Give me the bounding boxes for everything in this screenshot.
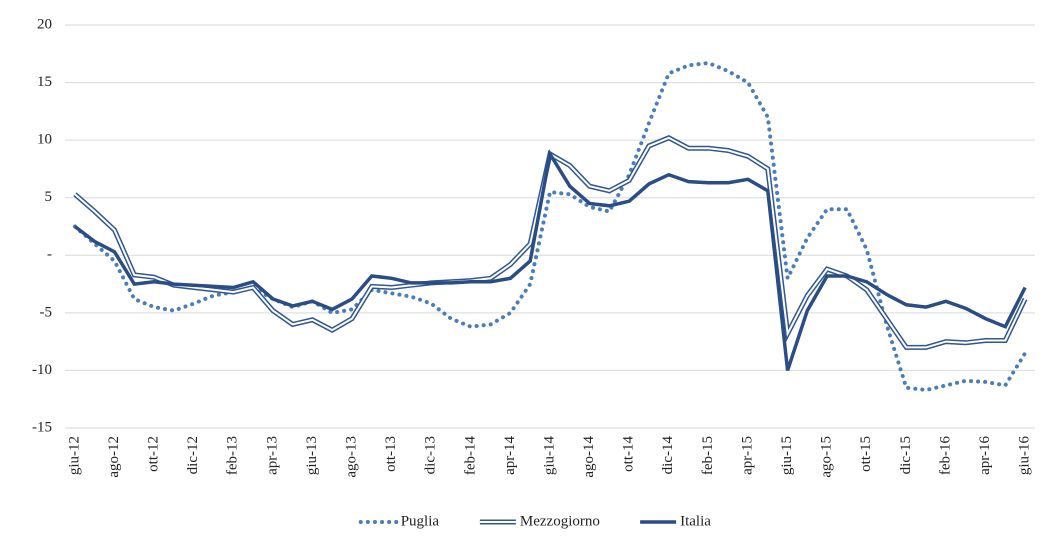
x-tick-label: apr-14 [502,436,518,475]
x-tick-label: ott-12 [146,436,162,472]
x-tick-label: ago-12 [106,436,122,478]
x-tick-label: ott-14 [621,436,637,472]
x-tick-label: apr-13 [264,436,280,475]
legend-item: Italia [640,513,711,529]
x-tick-label: dic-14 [660,436,676,475]
y-tick-label: 20 [37,16,52,32]
legend-label: Italia [680,513,711,529]
series [73,149,1027,371]
x-tick-label: ott-15 [858,436,874,472]
x-tick-label: dic-13 [423,436,439,474]
x-tick-label: ago-15 [819,436,835,478]
legend-label: Mezzogiorno [520,513,600,529]
x-tick-label: ott-13 [383,436,399,472]
series [72,60,1028,393]
x-tick-label: feb-16 [937,436,953,476]
x-tick-label: ago-13 [343,436,359,478]
x-tick-label: feb-14 [462,436,478,476]
x-tick-label: giu-15 [779,436,795,475]
x-tick-label: giu-12 [66,436,82,475]
x-tick-label: dic-12 [185,436,201,474]
y-tick-label: -15 [32,419,52,435]
y-tick-label: - [47,247,52,263]
x-tick-label: apr-15 [739,436,755,475]
x-tick-label: giu-14 [541,436,557,476]
x-tick-label: giu-13 [304,436,320,475]
line [73,135,1028,350]
line [72,60,1028,393]
x-tick-label: feb-15 [700,436,716,475]
y-tick-label: 5 [45,189,53,205]
legend-item: Mezzogiorno [479,513,600,529]
y-tick-label: 15 [37,74,52,90]
y-tick-label: 10 [37,132,52,148]
y-tick-label: -10 [32,362,52,378]
x-tick-label: feb-13 [225,436,241,475]
series [73,135,1028,350]
legend-label: Puglia [401,513,440,529]
x-tick-label: ago-14 [581,436,597,478]
x-tick-label: apr-16 [977,436,993,475]
legend-item: Puglia [358,513,440,529]
y-tick-label: -5 [40,304,53,320]
line [73,149,1027,371]
x-tick-label: dic-15 [898,436,914,474]
x-tick-label: giu-16 [1017,436,1033,476]
